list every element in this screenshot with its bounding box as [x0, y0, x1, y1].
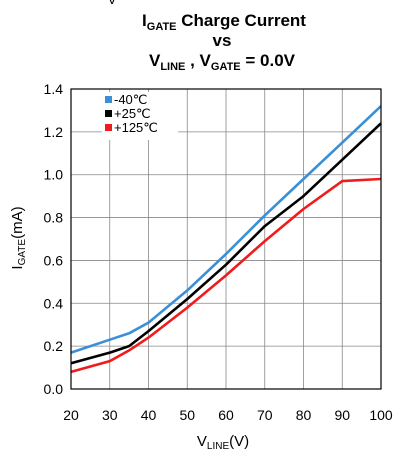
x-tick-label: 60 [218, 407, 234, 423]
x-tick-label: 100 [369, 407, 393, 423]
x-tick-label: 40 [141, 407, 157, 423]
y-tick-label: 0.4 [44, 295, 64, 311]
title-top-fragment: V [107, 0, 117, 7]
plot-frame [70, 88, 382, 390]
title-line1: IGATE Charge Current [142, 11, 306, 33]
legend-swatch-0 [105, 96, 112, 103]
x-tick-label: 70 [257, 407, 273, 423]
title-line2: vs [213, 31, 232, 50]
y-tick-labels: 0.0 0.2 0.4 0.6 0.8 1.0 1.2 1.4 [44, 81, 64, 397]
legend-background [102, 92, 178, 140]
series-line-2 [70, 177, 382, 374]
chart-title: V IGATE Charge Current vs VLINE , VGATE … [107, 0, 306, 73]
legend-label-0: -40℃ [114, 92, 147, 107]
y-tick-label: 1.2 [44, 124, 64, 140]
series-line-1 [70, 122, 382, 365]
series-line-0 [70, 105, 382, 354]
x-tick-label: 50 [179, 407, 195, 423]
y-tick-label: 0.2 [44, 338, 64, 354]
x-tick-label: 20 [63, 407, 79, 423]
y-tick-label: 0.0 [44, 381, 64, 397]
x-tick-label: 30 [102, 407, 118, 423]
legend-label-2: +125℃ [114, 120, 158, 135]
legend-swatch-1 [105, 110, 112, 117]
y-tick-label: 1.4 [44, 81, 64, 97]
x-axis-label: VLINE(V) [197, 433, 249, 452]
x-tick-label: 80 [296, 407, 312, 423]
y-tick-label: 0.6 [44, 252, 64, 268]
data-series [70, 105, 382, 374]
legend-label-1: +25℃ [114, 106, 151, 121]
legend-swatch-2 [105, 124, 112, 131]
y-tick-label: 1.0 [44, 167, 64, 183]
y-tick-label: 0.8 [44, 210, 64, 226]
y-axis-label: IGATE(mA) [9, 206, 28, 269]
legend: -40℃+25℃+125℃ [102, 92, 178, 140]
x-tick-labels: 20 30 40 50 60 70 80 90 100 [63, 407, 393, 423]
title-line3: VLINE , VGATE = 0.0V [149, 51, 296, 73]
x-tick-label: 90 [334, 407, 350, 423]
